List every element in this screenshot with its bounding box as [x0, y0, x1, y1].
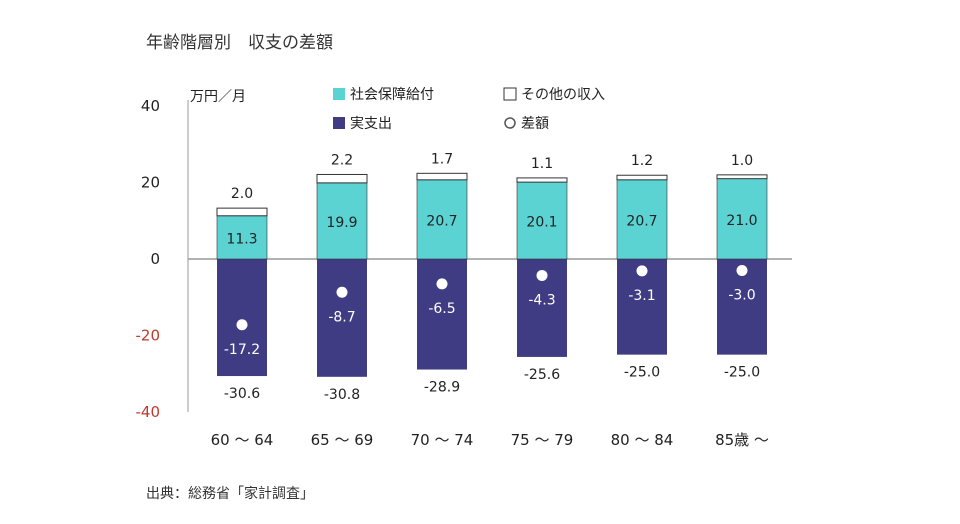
label-expense: -25.0	[624, 365, 660, 381]
x-category-label: 70 〜 74	[411, 431, 474, 449]
bar-other	[616, 174, 668, 181]
bar-social	[216, 215, 268, 260]
label-social: 19.9	[326, 215, 357, 231]
chart-title: 年齢階層別 収支の差額	[146, 33, 333, 53]
y-tick-label: -20	[136, 327, 161, 345]
legend: 社会保障給付 その他の収入 実支出 差額	[333, 87, 605, 132]
label-other: 1.2	[631, 153, 653, 169]
legend-marker-diff	[504, 117, 516, 129]
bar-social	[316, 182, 368, 260]
bar-other	[716, 174, 768, 180]
label-social: 20.7	[626, 213, 657, 229]
diff-point	[636, 265, 648, 277]
label-social: 20.1	[526, 215, 557, 231]
legend-label-other: その他の収入	[521, 87, 605, 103]
x-category-label: 80 〜 84	[611, 431, 674, 449]
diff-point	[336, 286, 348, 298]
bar-social	[616, 179, 668, 260]
label-diff: -6.5	[428, 301, 455, 317]
label-social: 20.7	[426, 213, 457, 229]
bar-other	[316, 173, 368, 184]
data-labels: 11.3 2.0 -30.6 -17.2 60 〜 64 19.9 2.2 -30.8 -8.7…	[211, 151, 769, 449]
bar-social	[716, 178, 768, 260]
label-expense: -25.6	[524, 367, 560, 383]
label-expense: -28.9	[424, 380, 460, 396]
axes: 40 20 0 -20 -40	[136, 97, 792, 421]
x-category-label: 85歳 〜	[715, 431, 769, 449]
legend-label-social: 社会保障給付	[350, 87, 434, 103]
label-diff: -4.3	[528, 292, 555, 308]
legend-label-diff: 差額	[521, 116, 549, 132]
bar-expense	[417, 259, 467, 370]
label-diff: -3.1	[628, 288, 655, 304]
bar-expense	[317, 259, 367, 377]
diff-point	[536, 269, 548, 281]
label-other: 2.0	[231, 186, 253, 202]
diff-point	[236, 319, 248, 331]
bar-other	[516, 177, 568, 183]
bar-other	[416, 172, 468, 181]
bar-social	[516, 181, 568, 260]
bar-other	[216, 207, 268, 217]
diff-point	[436, 278, 448, 290]
label-other: 1.7	[431, 151, 453, 167]
y-tick-label: -40	[136, 403, 161, 421]
label-other: 1.0	[731, 153, 753, 169]
label-diff: -17.2	[224, 342, 260, 358]
label-expense: -30.8	[324, 387, 360, 403]
label-other: 1.1	[531, 156, 553, 172]
legend-label-expense: 実支出	[350, 116, 392, 132]
label-expense: -30.6	[224, 386, 260, 402]
legend-swatch-other	[503, 87, 517, 101]
diff-point	[736, 264, 748, 276]
label-expense: -25.0	[724, 365, 760, 381]
y-tick-label: 20	[141, 174, 160, 192]
label-social: 21.0	[726, 213, 757, 229]
x-category-label: 65 〜 69	[311, 431, 374, 449]
legend-swatch-expense	[333, 117, 345, 129]
label-diff: -8.7	[328, 309, 355, 325]
x-category-label: 60 〜 64	[211, 431, 274, 449]
bars	[216, 172, 768, 377]
x-category-label: 75 〜 79	[511, 431, 574, 449]
label-social: 11.3	[226, 231, 257, 247]
bar-social	[416, 179, 468, 260]
bar-expense	[217, 259, 267, 377]
source-note: 出典：総務省「家計調査」	[146, 485, 314, 502]
y-tick-label: 40	[141, 97, 160, 115]
label-diff: -3.0	[728, 287, 755, 303]
y-tick-label: 0	[150, 250, 160, 268]
y-unit-label: 万円／月	[190, 89, 246, 105]
label-other: 2.2	[331, 152, 353, 168]
legend-swatch-social	[333, 88, 345, 100]
